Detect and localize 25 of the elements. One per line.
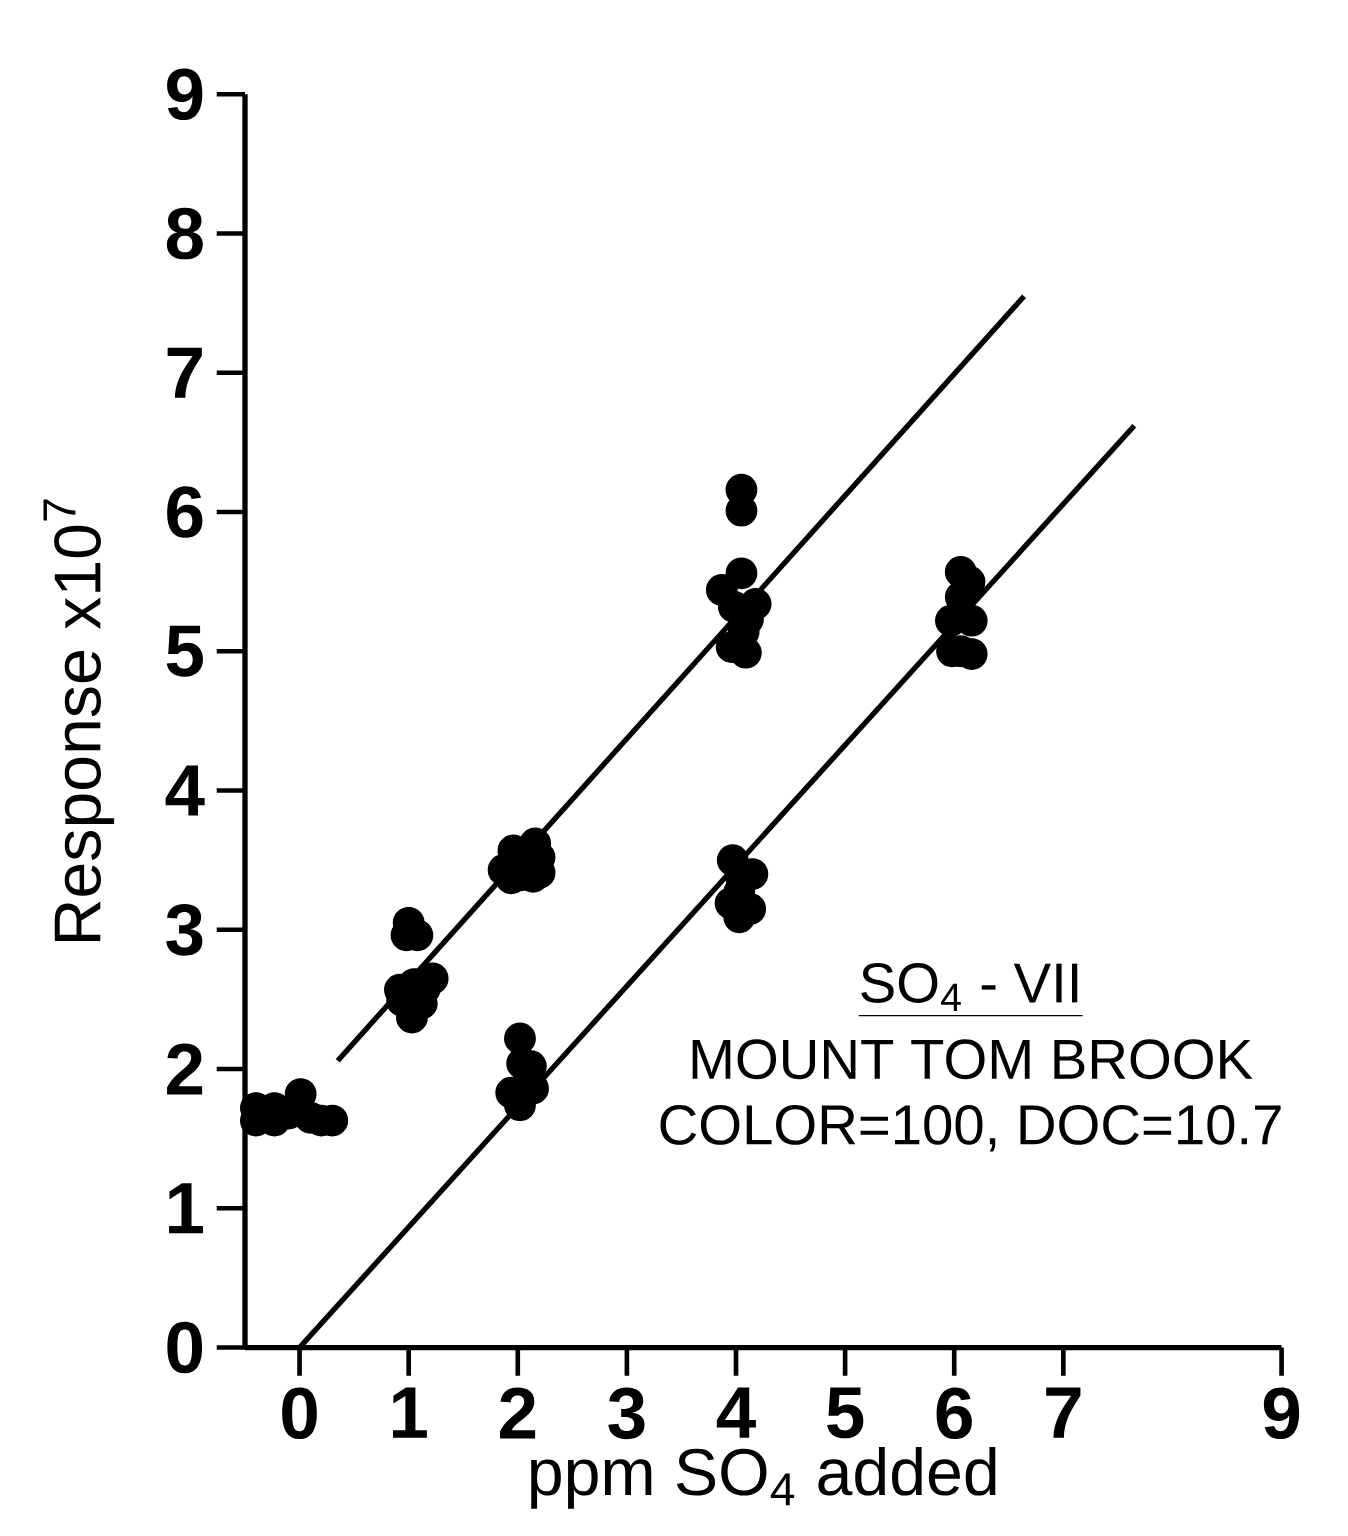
x-tick-label: 2 [500,1387,536,1439]
annotation: SO$_{4}$ - VII [861,963,1078,1011]
y-tick-label: 5 [166,625,204,677]
y-tick-label: 0 [167,1321,203,1374]
x-tick-label: 7 [1046,1387,1081,1438]
x-tick-label: 4 [717,1387,757,1438]
x-tick-label: 6 [936,1387,973,1440]
y-tick-label: 1 [169,1183,204,1234]
x-tick-label: 1 [393,1387,428,1438]
y-tick-label: 7 [167,347,203,398]
x-tick-label: 5 [827,1387,864,1439]
x-tick-label: 0 [282,1387,318,1440]
point [725,557,758,590]
y-tick-label: 6 [167,486,203,538]
y-axis-title: Response x10$^{7}$ [43,499,115,941]
annotation: MOUNT TOM BROOK [692,1039,1253,1080]
y-tick-label: 3 [166,903,203,956]
annotation: COLOR=100, DOC=10.7 [660,1104,1281,1152]
x-tick-label: 3 [608,1387,645,1440]
y-tick-label: 4 [165,765,205,816]
y-tick-label: 9 [167,68,203,121]
y-tick-label: 2 [167,1043,203,1095]
x-tick-label: 9 [1264,1387,1300,1440]
x-axis-title: ppm SO$_{4}$ added [531,1446,996,1509]
y-tick-label: 8 [167,207,204,260]
